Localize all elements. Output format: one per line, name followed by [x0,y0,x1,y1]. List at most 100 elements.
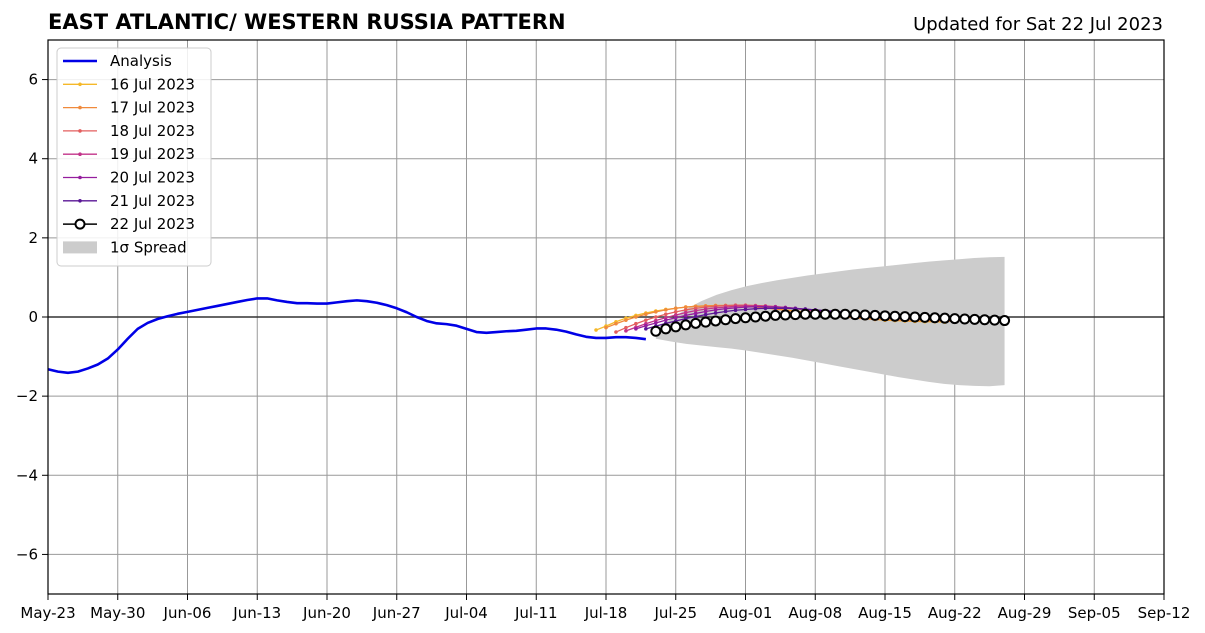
forecast-point [634,321,638,326]
forecast-point [703,312,708,317]
legend-marker [78,175,82,180]
legend-box [56,47,212,267]
y-tick-label: 0 [28,308,38,326]
forecast-point [683,313,688,318]
legend-marker [74,218,86,230]
forecast-point [680,319,692,331]
x-tick-label: May-30 [90,604,145,622]
y-tick-label: 6 [28,71,38,89]
forecast-point [819,308,831,320]
forecast-point [650,325,662,337]
forecast-point [594,328,598,332]
forecast-point [654,315,658,319]
y-tick-label: −4 [16,466,38,484]
forecast-point [663,308,668,312]
forecast-point [713,311,718,315]
x-tick-label: Aug-22 [928,604,982,622]
chart-title: EAST ATLANTIC/ WESTERN RUSSIA PATTERN [48,10,566,34]
chart-subtitle: Updated for Sat 22 Jul 2023 [913,14,1163,35]
x-tick-label: Aug-29 [998,604,1052,622]
forecast-point [779,309,791,321]
y-tick-label: 2 [28,229,38,247]
forecast-point [673,306,678,311]
forecast-point [693,311,698,316]
legend-label: 21 Jul 2023 [110,192,195,210]
forecast-point [969,313,981,325]
forecast-point [949,313,961,325]
forecast-point [673,310,678,314]
x-tick-label: Jul-11 [514,604,558,622]
forecast-point [879,310,891,322]
forecast-point [634,327,638,331]
forecast-point [849,309,861,321]
x-tick-label: Jul-18 [584,604,628,622]
forecast-point [654,310,658,314]
plot-area: May-23 May-30 Jun-06 Jun-13 Jun-20 Jun-27 Jul-… [16,39,1191,622]
forecast-point [929,312,941,324]
forecast-point [759,310,771,322]
x-tick-label: Jun-13 [232,604,281,622]
forecast-point [859,309,871,321]
x-tick-label: Jun-06 [163,604,212,622]
x-tick-label: Aug-15 [858,604,912,622]
forecast-point [989,314,1001,326]
forecast-point [723,306,728,311]
forecast-point [713,308,718,312]
forecast-point [663,312,668,317]
forecast-point [670,321,682,333]
x-tick-label: Aug-08 [788,604,842,622]
forecast-point [899,311,911,323]
forecast-point [624,325,628,330]
series-22-jul-2023 [650,308,1011,337]
forecast-point [644,312,648,317]
forecast-point [783,306,788,311]
forecast-point [703,309,708,314]
x-tick-label: May-23 [20,604,75,622]
x-tick-label: Jul-25 [653,604,697,622]
legend-label: 19 Jul 2023 [110,145,195,163]
forecast-point [733,308,738,313]
forecast-point [624,318,628,322]
forecast-point [700,316,712,328]
legend-marker [78,129,82,133]
legend-label: 16 Jul 2023 [110,75,195,93]
axes-frame [47,39,1165,595]
forecast-point [799,308,811,320]
analysis-line [47,297,647,375]
forecast-point [693,308,698,313]
forecast-point [673,315,678,320]
forecast-point [979,314,991,326]
legend-label: 22 Jul 2023 [110,215,195,233]
legend-label: 20 Jul 2023 [110,169,195,187]
forecast-point [604,325,608,330]
legend-marker [78,82,82,87]
legend-marker [78,152,82,156]
forecast-point [789,309,801,321]
forecast-point [690,317,702,329]
x-tick-label: Jul-04 [444,604,488,622]
forecast-point [614,330,618,334]
forecast-point [644,323,648,328]
forecast-point [743,307,748,312]
forecast-point [710,315,722,327]
forecast-point [683,308,688,312]
forecast-point [919,311,931,323]
spread-band [655,256,1005,387]
forecast-point [869,309,881,321]
y-tick-label: −2 [16,387,38,405]
legend-label: 17 Jul 2023 [110,99,195,117]
forecast-point [939,312,951,324]
forecast-point [740,312,751,324]
legend-marker [78,199,82,203]
forecast-point [730,313,742,325]
forecast-point [634,315,638,319]
forecast-point [959,313,971,325]
forecast-point [660,323,672,335]
legend-label: Analysis [110,52,172,70]
forecast-point [683,305,688,309]
forecast-point [909,311,921,323]
x-tick-label: Sep-12 [1138,604,1191,622]
x-tick-label: Aug-01 [719,604,773,622]
forecast-point [644,327,648,331]
legend: Analysis 16 Jul 2023 17 Jul 2023 18 Jul 202… [56,47,212,267]
